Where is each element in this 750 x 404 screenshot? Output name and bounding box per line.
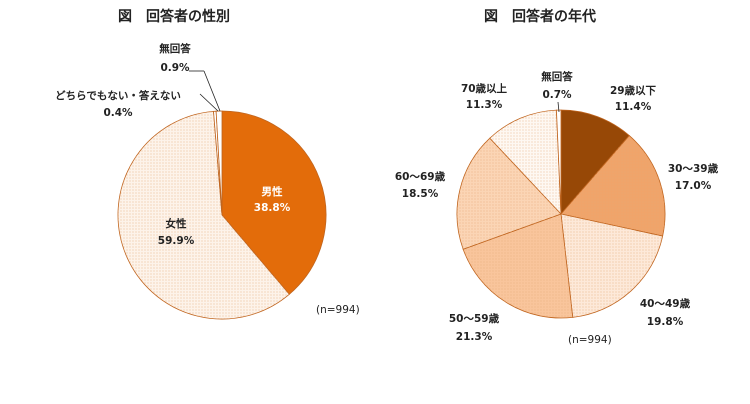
label-male: 男性 <box>262 185 283 198</box>
value-neither: 0.4% <box>103 107 133 119</box>
gender-slice-3 <box>215 110 223 216</box>
gender-chart-title: 図 回答者の性別 <box>118 9 230 25</box>
gender-pie <box>117 110 327 320</box>
label-age-50s: 50～59歳 <box>449 312 500 325</box>
gender-slice-0 <box>221 110 327 295</box>
age-slice-4-texture <box>457 138 561 250</box>
age-slice-5-texture <box>489 110 561 214</box>
age-sample-size: (n=994) <box>568 334 612 346</box>
label-female: 女性 <box>166 217 187 230</box>
value-male: 38.8% <box>254 202 291 214</box>
age-slice-2-texture <box>561 214 663 318</box>
age-pie <box>456 109 666 319</box>
label-age-29: 29歳以下 <box>610 84 657 97</box>
age-chart-title: 図 回答者の年代 <box>484 9 596 25</box>
value-age-29: 11.4% <box>615 101 652 113</box>
gender-slice-1-texture <box>117 111 290 320</box>
gender-sample-size: (n=994) <box>316 304 360 316</box>
label-age-70: 70歳以上 <box>461 82 508 95</box>
label-no-answer-gender: 無回答 <box>159 42 191 55</box>
leader-age-no-answer <box>557 101 560 113</box>
value-age-40s: 19.8% <box>647 316 684 328</box>
label-age-60s: 60～69歳 <box>395 170 446 183</box>
value-age-60s: 18.5% <box>402 188 439 200</box>
value-no-answer-age: 0.7% <box>542 89 572 101</box>
label-no-answer-age: 無回答 <box>541 70 573 83</box>
value-age-30s: 17.0% <box>675 180 712 192</box>
age-slice-0 <box>560 109 630 216</box>
leader-neither <box>199 93 219 112</box>
age-slice-1-texture <box>561 135 666 237</box>
slice-labels: 男性 38.8% 女性 59.9% どちらでもない・答えない 0.4% 無回答 0.9% 29歳… <box>55 42 718 343</box>
label-neither: どちらでもない・答えない <box>55 89 181 102</box>
value-age-50s: 21.3% <box>456 331 493 343</box>
value-female: 59.9% <box>158 235 195 247</box>
label-age-40s: 40～49歳 <box>640 297 691 310</box>
leader-no-answer-b <box>203 70 221 112</box>
age-slice-3-texture <box>463 214 573 319</box>
value-age-70: 11.3% <box>466 99 503 111</box>
label-age-30s: 30～39歳 <box>668 162 719 175</box>
value-no-answer-gender: 0.9% <box>160 62 190 74</box>
